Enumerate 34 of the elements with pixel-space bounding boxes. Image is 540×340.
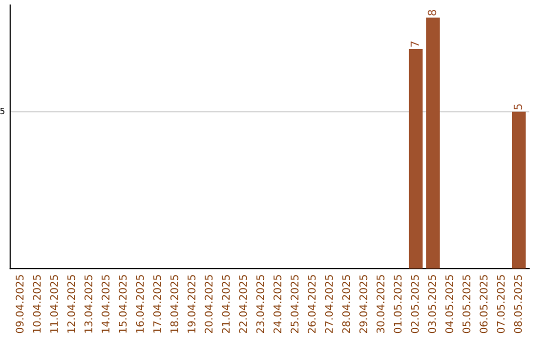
x-tick-label: 07.05.2025 [496, 275, 505, 334]
x-tick-label: 02.05.2025 [410, 275, 419, 334]
x-tick-label: 18.04.2025 [170, 275, 178, 333]
data-label: 8 [428, 10, 436, 16]
x-tick-label: 12.04.2025 [67, 275, 76, 333]
x-tick-label: 21.04.2025 [222, 275, 230, 334]
x-tick-label: 23.04.2025 [256, 275, 264, 334]
x-tick-label: 29.04.2025 [359, 275, 368, 334]
x-tick-label: 16.04.2025 [136, 275, 144, 333]
x-tick-label: 13.04.2025 [84, 275, 92, 333]
x-tick-label: 05.05.2025 [462, 275, 470, 334]
x-tick-label: 19.04.2025 [188, 275, 196, 333]
x-tick-label: 03.05.2025 [428, 275, 436, 334]
x-tick-label: 14.04.2025 [102, 275, 110, 333]
x-tick-label: 22.04.2025 [239, 275, 247, 334]
x-tick-label: 26.04.2025 [308, 275, 316, 334]
data-label: 5 [514, 104, 522, 110]
x-tick-label: 01.05.2025 [394, 275, 402, 334]
x-tick-label: 17.04.2025 [153, 275, 162, 333]
x-tick-label: 15.04.2025 [118, 275, 127, 333]
x-tick-label: 30.04.2025 [376, 275, 384, 334]
ref-line-label: 5 [0, 108, 4, 114]
x-tick-label: 08.05.2025 [514, 275, 522, 334]
x-tick-label: 11.04.2025 [50, 275, 58, 333]
x-tick-label: 09.04.2025 [16, 275, 24, 334]
x-tick-label: 28.04.2025 [342, 275, 350, 334]
x-tick-label: 10.04.2025 [32, 275, 41, 333]
data-label: 7 [410, 42, 419, 47]
x-tick-label: 06.05.2025 [480, 275, 488, 334]
x-tick-label: 27.04.2025 [325, 275, 333, 334]
x-tick-label: 04.05.2025 [445, 275, 454, 334]
x-tick-label: 24.04.2025 [273, 275, 282, 334]
x-tick-label: 20.04.2025 [204, 275, 213, 334]
x-tick-label: 25.04.2025 [290, 275, 299, 334]
